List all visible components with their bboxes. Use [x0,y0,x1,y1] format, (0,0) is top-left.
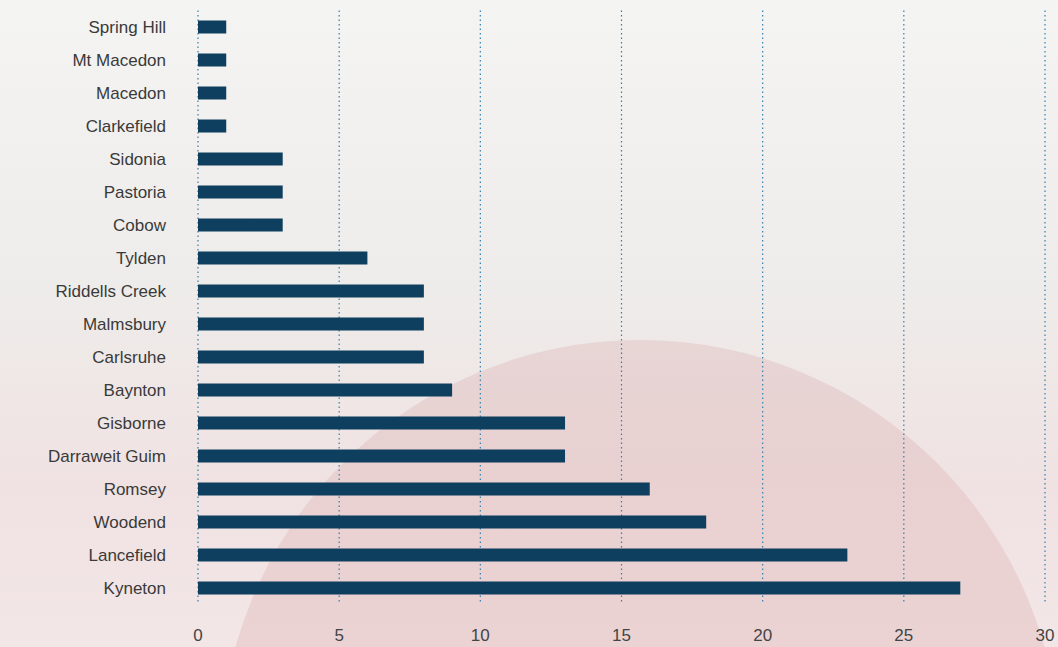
grid-line [762,11,763,605]
category-label: Romsey [104,480,167,499]
category-label: Riddells Creek [55,282,166,301]
bar [198,153,283,166]
bar [198,87,226,100]
grid-line [339,11,340,605]
category-label: Macedon [96,84,166,103]
category-label: Clarkefield [86,117,166,136]
category-label: Sidonia [109,150,166,169]
grid-line [1044,11,1045,605]
bar [198,120,226,133]
tick-label: 20 [753,626,772,645]
grid-line [903,11,904,605]
axis-line [198,604,1045,605]
bar [198,582,960,595]
category-label: Mt Macedon [72,51,166,70]
chart-container: 0 5 10 15 20 25 30 Spring Hill Mt Macedon Macedon… [0,0,1058,647]
tick-label: 0 [193,626,202,645]
bar [198,219,283,232]
category-label: Lancefield [88,546,166,565]
page: {"chart_data": {"type": "bar", "orientat… [0,0,1058,647]
grid [198,11,1045,605]
chart-svg: 0 5 10 15 20 25 30 Spring Hill Mt Macedon Macedon… [0,0,1058,647]
bar [198,417,565,430]
grid-line [621,11,622,605]
bar [198,549,847,562]
category-label: Pastoria [104,183,167,202]
bar [198,252,367,265]
category-label: Malmsbury [83,315,167,334]
category-label: Woodend [94,513,166,532]
bar [198,186,283,199]
category-label: Gisborne [97,414,166,433]
category-label: Carlsruhe [92,348,166,367]
category-label: Tylden [116,249,166,268]
bar [198,450,565,463]
grid-line [197,11,198,605]
category-label: Darraweit Guim [48,447,166,466]
bar [198,285,424,298]
bar [198,351,424,364]
tick-label: 30 [1036,626,1055,645]
bar [198,318,424,331]
grid-line [480,11,481,605]
category-label: Baynton [104,381,166,400]
bars [198,21,960,595]
tick-label: 25 [894,626,913,645]
tick-label: 5 [334,626,343,645]
bar [198,384,452,397]
bar [198,21,226,34]
tick-label: 15 [612,626,631,645]
bar [198,483,650,496]
tick-label: 10 [471,626,490,645]
category-label: Kyneton [104,579,166,598]
category-label: Cobow [113,216,167,235]
bar [198,516,706,529]
bar [198,54,226,67]
category-label: Spring Hill [89,18,166,37]
